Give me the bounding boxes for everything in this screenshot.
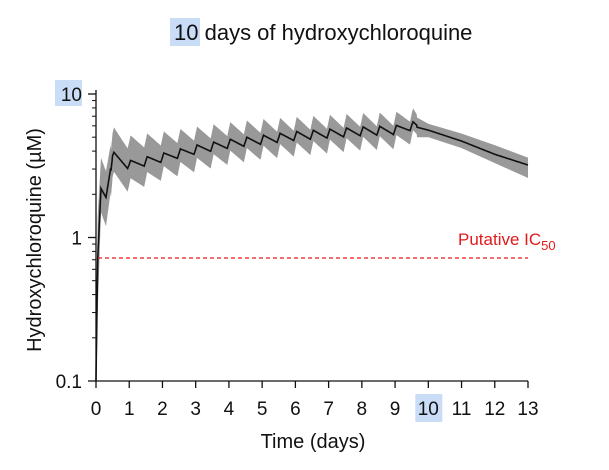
plot-area: Putative IC50 (95, 108, 556, 382)
x-tick-label: 1 (124, 399, 135, 420)
x-tick-label: 4 (224, 399, 235, 420)
x-tick-label: 9 (390, 399, 401, 420)
title-highlight (170, 18, 200, 46)
chart-title: 10 days of hydroxychloroquine (170, 18, 472, 46)
x-tick-label: 2 (157, 399, 168, 420)
median-line (95, 120, 529, 382)
x-tick-label: 7 (323, 399, 334, 420)
x-tick-label: 11 (452, 399, 472, 420)
x-tick-label: 10 (418, 399, 439, 420)
x-tick-highlight (415, 394, 443, 422)
y-tick-label: 0.1 (56, 372, 82, 393)
y-tick-label: 1 (71, 229, 82, 250)
y-tick-highlight (55, 80, 82, 106)
x-tick-label: 6 (290, 399, 301, 420)
chart-title-text: 10 days of hydroxychloroquine (174, 20, 472, 45)
title-highlight-text: 10 (174, 20, 198, 45)
x-tick-label: 13 (517, 399, 538, 420)
ic50-label: Putative IC50 (458, 230, 556, 253)
x-tick-label: 8 (357, 399, 368, 420)
x-axis-label: Time (days) (261, 431, 366, 453)
ic50-label-subscript: 50 (541, 238, 555, 253)
x-tick-label: 5 (257, 399, 268, 420)
x-tick-label: 12 (484, 399, 505, 420)
x-tick-label: 3 (190, 399, 201, 420)
title-rest-text: days of hydroxychloroquine (198, 20, 472, 45)
ic50-label-main: Putative IC (458, 230, 541, 249)
x-tick-label: 0 (91, 399, 102, 420)
y-axis-label: Hydroxychloroquine (µM) (24, 128, 46, 352)
y-tick-label: 10 (61, 85, 82, 106)
